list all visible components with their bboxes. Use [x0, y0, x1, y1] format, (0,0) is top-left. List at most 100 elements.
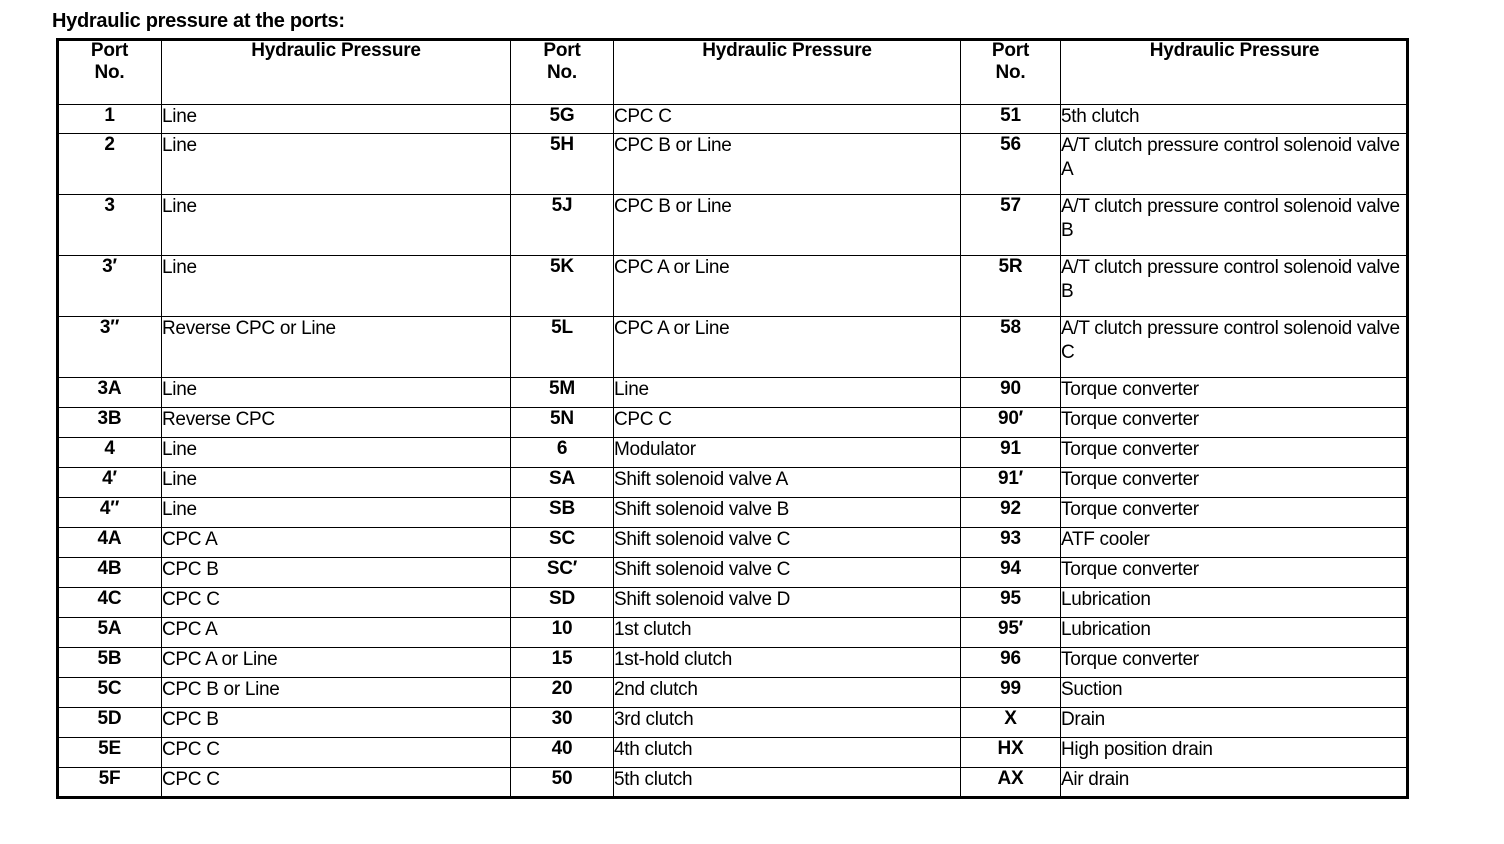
- cell-port-no: SC: [510, 527, 614, 558]
- cell-port-no: 1: [57, 104, 162, 134]
- cell-port-no: 5J: [510, 194, 614, 256]
- cell-port-no: 5A: [57, 617, 162, 648]
- cell-hydraulic-pressure: Torque converter: [1060, 557, 1409, 588]
- cell-port-no: 40: [510, 737, 614, 768]
- cell-port-no: 5B: [57, 647, 162, 678]
- table-row: 4A CPC A SC Shift solenoid valve C 93 ATF coo…: [57, 527, 1409, 558]
- cell-port-no: 94: [960, 557, 1061, 588]
- cell-hydraulic-pressure: Air drain: [1060, 767, 1409, 798]
- cell-hydraulic-pressure: Line: [161, 104, 511, 134]
- cell-hydraulic-pressure: Shift solenoid valve C: [613, 527, 961, 558]
- cell-hydraulic-pressure: Line: [161, 437, 511, 468]
- cell-hydraulic-pressure: 3rd clutch: [613, 707, 961, 738]
- cell-port-no: 99: [960, 677, 1061, 708]
- cell-hydraulic-pressure: Modulator: [613, 437, 961, 468]
- cell-port-no: X: [960, 707, 1061, 738]
- cell-port-no: 5F: [57, 767, 162, 798]
- cell-hydraulic-pressure: CPC B: [161, 707, 511, 738]
- cell-port-no: 3B: [57, 407, 162, 438]
- table-row: 5B CPC A or Line 15 1st-hold clutch 96 Torque…: [57, 647, 1409, 678]
- cell-hydraulic-pressure: High position drain: [1060, 737, 1409, 768]
- header-line-1: Port: [543, 40, 581, 61]
- cell-hydraulic-pressure: CPC C: [161, 737, 511, 768]
- cell-hydraulic-pressure: ATF cooler: [1060, 527, 1409, 558]
- cell-hydraulic-pressure: Shift solenoid valve C: [613, 557, 961, 588]
- column-header-port-no-2: Port No.: [510, 39, 614, 105]
- cell-port-no: 4′: [57, 467, 162, 498]
- cell-hydraulic-pressure: 5th clutch: [1060, 104, 1409, 134]
- cell-hydraulic-pressure: Reverse CPC: [161, 407, 511, 438]
- cell-port-no: 3″: [57, 316, 162, 378]
- table-row: 4 Line 6 Modulator 91 Torque converter: [57, 437, 1409, 468]
- cell-port-no: 91: [960, 437, 1061, 468]
- hydraulic-port-pressure-table: Port No. Hydraulic Pressure Port No. Hyd…: [57, 39, 1409, 798]
- cell-hydraulic-pressure: A/T clutch pressure control solenoid val…: [1060, 316, 1409, 378]
- cell-hydraulic-pressure: Lubrication: [1060, 587, 1409, 618]
- cell-hydraulic-pressure: Torque converter: [1060, 407, 1409, 438]
- cell-port-no: 51: [960, 104, 1061, 134]
- cell-hydraulic-pressure: Torque converter: [1060, 467, 1409, 498]
- table-row: 3A Line 5M Line 90 Torque converter: [57, 377, 1409, 408]
- cell-hydraulic-pressure: Reverse CPC or Line: [161, 316, 511, 378]
- cell-port-no: 92: [960, 497, 1061, 528]
- cell-port-no: 50: [510, 767, 614, 798]
- cell-hydraulic-pressure: Line: [161, 133, 511, 195]
- table-row: 4C CPC C SD Shift solenoid valve D 95 Lubrica…: [57, 587, 1409, 618]
- cell-hydraulic-pressure: Line: [161, 255, 511, 317]
- cell-port-no: 10: [510, 617, 614, 648]
- cell-port-no: 5N: [510, 407, 614, 438]
- cell-port-no: 5D: [57, 707, 162, 738]
- header-line-2: No.: [94, 62, 125, 84]
- cell-port-no: 30: [510, 707, 614, 738]
- cell-port-no: 4″: [57, 497, 162, 528]
- cell-port-no: 4B: [57, 557, 162, 588]
- cell-port-no: SA: [510, 467, 614, 498]
- cell-port-no: 4: [57, 437, 162, 468]
- cell-port-no: 2: [57, 133, 162, 195]
- cell-port-no: 58: [960, 316, 1061, 378]
- cell-hydraulic-pressure: CPC A: [161, 527, 511, 558]
- table-row: 5D CPC B 30 3rd clutch X Drain: [57, 707, 1409, 738]
- cell-hydraulic-pressure: A/T clutch pressure control solenoid val…: [1060, 194, 1409, 256]
- cell-hydraulic-pressure: CPC C: [161, 767, 511, 798]
- table-row: 4″ Line SB Shift solenoid valve B 92 Torque c…: [57, 497, 1409, 528]
- cell-hydraulic-pressure: CPC A or Line: [613, 316, 961, 378]
- cell-port-no: 90′: [960, 407, 1061, 438]
- cell-port-no: 5E: [57, 737, 162, 768]
- cell-port-no: 5H: [510, 133, 614, 195]
- column-header-hydraulic-pressure-3: Hydraulic Pressure: [1060, 39, 1409, 105]
- cell-hydraulic-pressure: Shift solenoid valve B: [613, 497, 961, 528]
- cell-port-no: SD: [510, 587, 614, 618]
- column-header-port-no-3: Port No.: [960, 39, 1061, 105]
- cell-port-no: 5G: [510, 104, 614, 134]
- cell-hydraulic-pressure: Line: [161, 497, 511, 528]
- page-title: Hydraulic pressure at the ports:: [52, 10, 345, 32]
- table-row: 5C CPC B or Line 20 2nd clutch 99 Suction: [57, 677, 1409, 708]
- table-row: 5F CPC C 50 5th clutch AX Air drain: [57, 767, 1409, 798]
- cell-hydraulic-pressure: CPC C: [161, 587, 511, 618]
- column-header-hydraulic-pressure-1: Hydraulic Pressure: [161, 39, 511, 105]
- cell-hydraulic-pressure: Shift solenoid valve D: [613, 587, 961, 618]
- table-row: 2 Line 5H CPC B or Line 56 A/T clutch pressur…: [57, 133, 1409, 195]
- table-row: 4B CPC B SC′ Shift solenoid valve C 94 Torque…: [57, 557, 1409, 588]
- cell-port-no: 3′: [57, 255, 162, 317]
- cell-port-no: 5K: [510, 255, 614, 317]
- cell-port-no: 4C: [57, 587, 162, 618]
- cell-hydraulic-pressure: CPC A or Line: [161, 647, 511, 678]
- cell-hydraulic-pressure: A/T clutch pressure control solenoid val…: [1060, 255, 1409, 317]
- cell-port-no: SB: [510, 497, 614, 528]
- header-line-2: No.: [546, 62, 577, 84]
- cell-port-no: 91′: [960, 467, 1061, 498]
- cell-hydraulic-pressure: 1st-hold clutch: [613, 647, 961, 678]
- cell-hydraulic-pressure: 2nd clutch: [613, 677, 961, 708]
- cell-hydraulic-pressure: CPC C: [613, 104, 961, 134]
- table-header: Port No. Hydraulic Pressure Port No. Hyd…: [57, 39, 1409, 105]
- cell-hydraulic-pressure: 1st clutch: [613, 617, 961, 648]
- cell-hydraulic-pressure: Torque converter: [1060, 497, 1409, 528]
- cell-port-no: 96: [960, 647, 1061, 678]
- cell-port-no: 3A: [57, 377, 162, 408]
- cell-port-no: 6: [510, 437, 614, 468]
- cell-hydraulic-pressure: CPC A: [161, 617, 511, 648]
- header-line-1: Port: [991, 40, 1030, 61]
- cell-port-no: 56: [960, 133, 1061, 195]
